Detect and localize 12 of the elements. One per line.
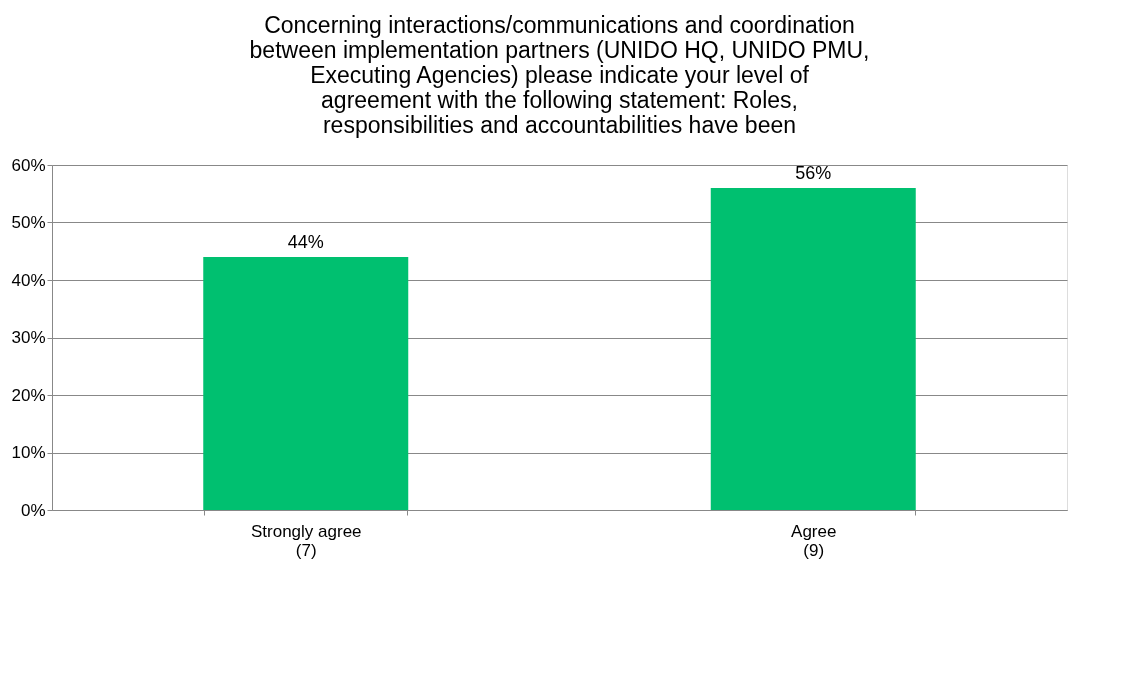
- x-tick-label: Strongly agree (7): [250, 521, 362, 560]
- y-tick-label: 30%: [11, 328, 46, 347]
- y-tick-label: 20%: [11, 385, 46, 405]
- data-label: 44%: [287, 232, 324, 252]
- data-label: 56%: [795, 163, 832, 183]
- y-tick-label: 60%: [11, 155, 46, 175]
- y-tick-label: 0%: [20, 500, 46, 520]
- y-tick-label: 40%: [11, 270, 46, 290]
- y-tick-label: 50%: [11, 213, 46, 232]
- y-tick-label: 10%: [11, 443, 46, 462]
- chart-title: Concerning interactions/communications and coordination between implementation partners (UNIDO HQ, UNIDO PMU, Executing Agencies) please indicate your level of agreement with the following statement: Roles, responsibilities and accountabilities have been: [249, 12, 870, 138]
- x-tick-label: Agree (9): [791, 521, 837, 560]
